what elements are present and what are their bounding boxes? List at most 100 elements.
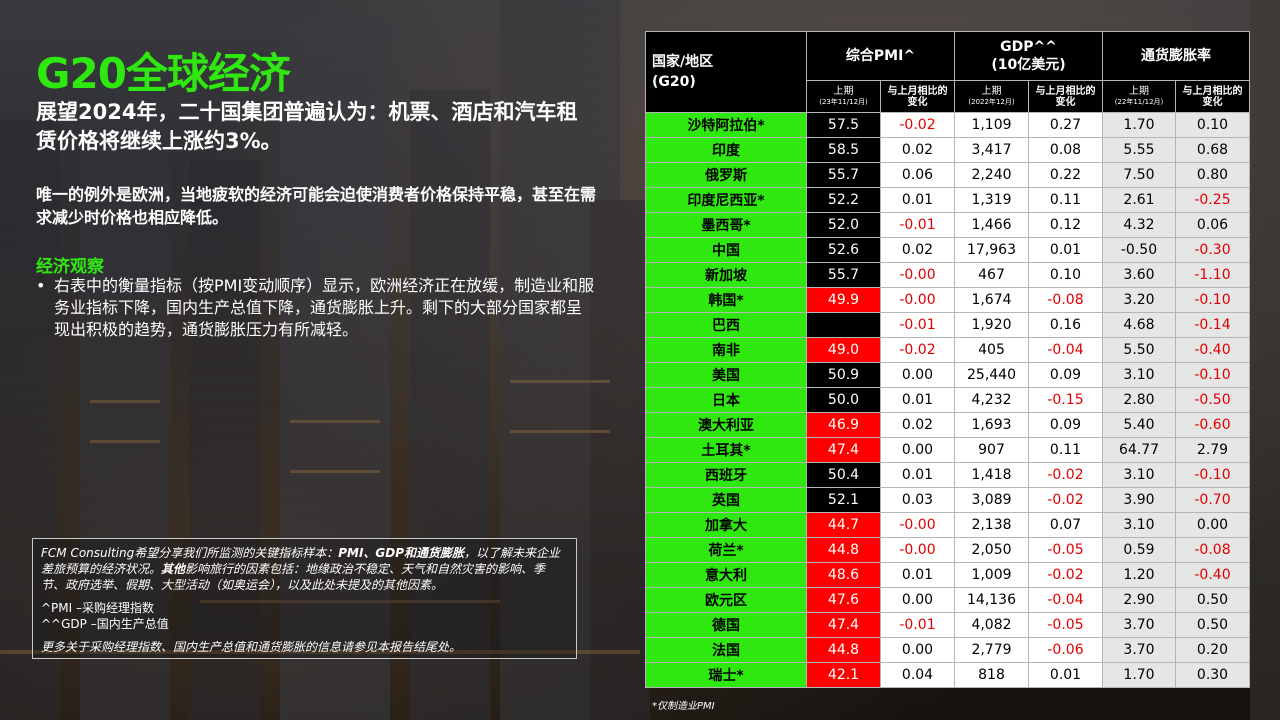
gdp-change-cell: 0.09	[1028, 412, 1103, 438]
inflation-change-cell: 0.30	[1175, 662, 1250, 688]
g20-indicator-table: 国家/地区 (G20) 综合PMI^ GDP^^ (10亿美元) 通货膨胀率 上…	[645, 31, 1250, 688]
subheader-change-l2: 变化	[1202, 96, 1223, 108]
pmi-change-cell: -0.00	[880, 287, 955, 313]
gdp-change-cell: -0.04	[1028, 337, 1103, 363]
gdp-cell: 4,082	[954, 612, 1029, 638]
pmi-cell: 52.0	[806, 212, 881, 238]
gdp-cell: 2,240	[954, 162, 1029, 188]
gdp-change-cell: 0.11	[1028, 437, 1103, 463]
pmi-change-cell: 0.00	[880, 637, 955, 663]
pmi-cell: 52.1	[806, 487, 881, 513]
header-gdp: GDP^^ (10亿美元)	[954, 31, 1103, 81]
page-title: G20全球经济	[36, 49, 291, 98]
table-row: 沙特阿拉伯* 57.5 -0.02 1,109 0.27 1.70 0.10	[645, 112, 1250, 138]
inflation-cell: 3.10	[1102, 512, 1176, 538]
subheader-change-l2: 变化	[907, 96, 928, 108]
pmi-change-cell: -0.01	[880, 312, 955, 338]
pmi-cell: 47.4	[806, 437, 881, 463]
footnote: *仅制造业PMI	[652, 701, 715, 712]
gdp-change-cell: 0.16	[1028, 312, 1103, 338]
gdp-change-cell: -0.02	[1028, 462, 1103, 488]
gdp-cell: 2,138	[954, 512, 1029, 538]
gdp-change-cell: 0.09	[1028, 362, 1103, 388]
table-row: 韩国* 49.9 -0.00 1,674 -0.08 3.20 -0.10	[645, 287, 1250, 313]
country-cell: 土耳其*	[645, 437, 807, 463]
note-def-pmi: ^PMI –采购经理指数	[41, 601, 154, 615]
inflation-cell: 3.10	[1102, 462, 1176, 488]
inflation-change-cell: -0.25	[1175, 187, 1250, 213]
pmi-change-cell: -0.02	[880, 337, 955, 363]
inflation-cell: 4.32	[1102, 212, 1176, 238]
gdp-cell: 818	[954, 662, 1029, 688]
pmi-change-cell: 0.03	[880, 487, 955, 513]
table-row: 意大利 48.6 0.01 1,009 -0.02 1.20 -0.40	[645, 562, 1250, 588]
inflation-cell: 2.90	[1102, 587, 1176, 613]
gdp-cell: 405	[954, 337, 1029, 363]
gdp-change-cell: -0.06	[1028, 637, 1103, 663]
country-cell: 荷兰*	[645, 537, 807, 563]
pmi-change-cell: 0.01	[880, 387, 955, 413]
pmi-change-cell: 0.02	[880, 237, 955, 263]
pmi-change-cell: 0.01	[880, 462, 955, 488]
note-intro-bold: PMI、GDP和通货膨胀	[338, 546, 465, 560]
table-row: 德国 47.4 -0.01 4,082 -0.05 3.70 0.50	[645, 612, 1250, 638]
inflation-cell: 1.20	[1102, 562, 1176, 588]
table-row: 西班牙 50.4 0.01 1,418 -0.02 3.10 -0.10	[645, 462, 1250, 488]
pmi-change-cell: 0.04	[880, 662, 955, 688]
subheader-gdp-change: 与上月相比的 变化	[1028, 80, 1103, 113]
inflation-cell: 1.70	[1102, 112, 1176, 138]
gdp-change-cell: -0.05	[1028, 612, 1103, 638]
gdp-change-cell: -0.05	[1028, 537, 1103, 563]
table-row: 新加坡 55.7 -0.00 467 0.10 3.60 -1.10	[645, 262, 1250, 288]
gdp-cell: 3,089	[954, 487, 1029, 513]
subheader-prev-date: (22年11/12月)	[1114, 97, 1164, 106]
inflation-cell: 5.50	[1102, 337, 1176, 363]
inflation-cell: 3.70	[1102, 612, 1176, 638]
gdp-change-cell: 0.01	[1028, 662, 1103, 688]
subheader-prev-date: (2022年12月)	[968, 97, 1015, 106]
note-other-text: 影响旅行的因素包括：地缘政治不稳定、天气和自然灾害的影响、季节、政府选举、假期、…	[41, 562, 546, 592]
inflation-cell: 0.59	[1102, 537, 1176, 563]
pmi-cell: 58.5	[806, 137, 881, 163]
subheader-prev-label: 上期	[1129, 85, 1149, 97]
gdp-cell: 25,440	[954, 362, 1029, 388]
header-country-label: 国家/地区	[652, 54, 714, 70]
pmi-change-cell: 0.06	[880, 162, 955, 188]
table-row: 土耳其* 47.4 0.00 907 0.11 64.77 2.79	[645, 437, 1250, 463]
inflation-change-cell: 0.06	[1175, 212, 1250, 238]
gdp-change-cell: 0.08	[1028, 137, 1103, 163]
table-row: 巴西 -0.01 1,920 0.16 4.68 -0.14	[645, 312, 1250, 338]
pmi-change-cell: -0.01	[880, 612, 955, 638]
table-row: 瑞士* 42.1 0.04 818 0.01 1.70 0.30	[645, 662, 1250, 688]
pmi-cell: 44.7	[806, 512, 881, 538]
subheader-prev-label: 上期	[833, 85, 854, 97]
country-cell: 俄罗斯	[645, 162, 807, 188]
pmi-change-cell: 0.00	[880, 362, 955, 388]
pmi-cell	[806, 312, 881, 338]
inflation-change-cell: 0.10	[1175, 112, 1250, 138]
inflation-change-cell: -0.30	[1175, 237, 1250, 263]
inflation-cell: -0.50	[1102, 237, 1176, 263]
pmi-cell: 52.6	[806, 237, 881, 263]
inflation-cell: 64.77	[1102, 437, 1176, 463]
inflation-cell: 3.60	[1102, 262, 1176, 288]
observation-heading: 经济观察	[36, 257, 104, 277]
gdp-cell: 2,779	[954, 637, 1029, 663]
country-cell: 加拿大	[645, 512, 807, 538]
pmi-cell: 46.9	[806, 412, 881, 438]
inflation-change-cell: -0.14	[1175, 312, 1250, 338]
pmi-change-cell: -0.00	[880, 512, 955, 538]
note-other-bold: 其他	[161, 562, 186, 576]
country-cell: 印度尼西亚*	[645, 187, 807, 213]
gdp-change-cell: 0.22	[1028, 162, 1103, 188]
inflation-change-cell: 0.50	[1175, 612, 1250, 638]
country-cell: 巴西	[645, 312, 807, 338]
gdp-change-cell: 0.01	[1028, 237, 1103, 263]
header-inflation: 通货膨胀率	[1102, 31, 1250, 81]
pmi-cell: 55.7	[806, 262, 881, 288]
gdp-change-cell: -0.15	[1028, 387, 1103, 413]
header-gdp-line2: (10亿美元)	[991, 57, 1066, 73]
pmi-change-cell: 0.00	[880, 587, 955, 613]
country-cell: 意大利	[645, 562, 807, 588]
inflation-change-cell: -0.10	[1175, 362, 1250, 388]
